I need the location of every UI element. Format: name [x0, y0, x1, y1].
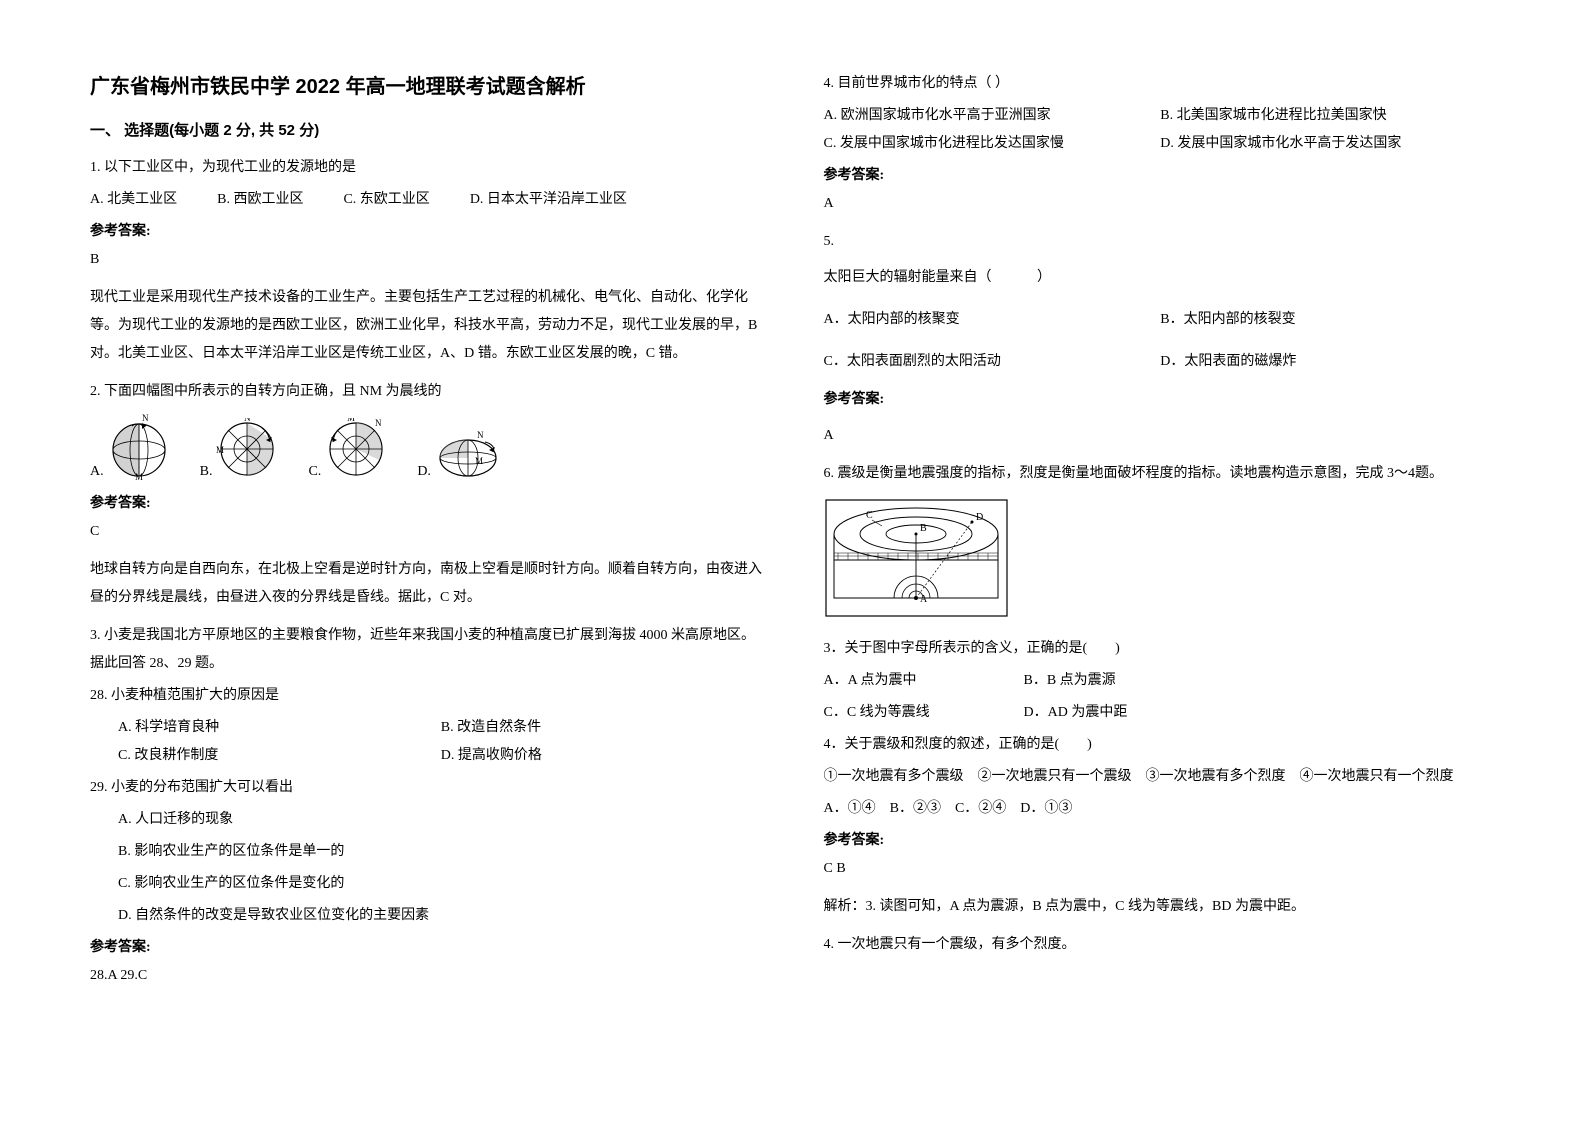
q4-opt-c: C. 发展中国家城市化进程比发达国家慢: [824, 130, 1161, 158]
q1-explanation: 现代工业是采用现代生产技术设备的工业生产。主要包括生产工艺过程的机械化、电气化、…: [90, 284, 764, 368]
q5-opt-a: A．太阳内部的核聚变: [824, 306, 1161, 334]
svg-text:M: M: [135, 472, 143, 480]
q6-sub3-opt-a: A．A 点为震中: [824, 667, 1024, 695]
q1-options: A. 北美工业区 B. 西欧工业区 C. 东欧工业区 D. 日本太平洋沿岸工业区: [90, 186, 764, 214]
q29-opt-a: A. 人口迁移的现象: [90, 806, 764, 834]
svg-text:A: A: [920, 594, 928, 605]
svg-text:M: M: [475, 456, 483, 466]
q28-opt-a: A. 科学培育良种: [118, 714, 441, 742]
q29-stem: 29. 小麦的分布范围扩大可以看出: [90, 774, 764, 802]
svg-text:N: N: [142, 414, 149, 423]
q4-opt-a: A. 欧洲国家城市化水平高于亚洲国家: [824, 102, 1161, 130]
svg-text:M: M: [216, 445, 224, 455]
svg-text:D: D: [976, 512, 983, 523]
q5-answer-letter: A: [824, 422, 1498, 450]
q6-sub3-row2: C．C 线为等震线 D．AD 为震中距: [824, 699, 1498, 727]
q1-opt-b: B. 西欧工业区: [217, 186, 303, 214]
q5-opt-b: B．太阳内部的核裂变: [1160, 306, 1497, 334]
globe-c-icon: M N: [325, 418, 387, 480]
q3-answer-label: 参考答案:: [90, 934, 764, 962]
q6-explanation1: 解析：3. 读图可知，A 点为震源，B 点为震中，C 线为等震线，BD 为震中距…: [824, 893, 1498, 921]
q2-explanation: 地球自转方向是自西向东，在北极上空看是逆时针方向，南极上空看是顺时针方向。顺着自…: [90, 556, 764, 612]
q2-label-a: A.: [90, 464, 104, 480]
q2-answer-label: 参考答案:: [90, 490, 764, 518]
q5-num: 5.: [824, 228, 1498, 256]
q2-answer-letter: C: [90, 518, 764, 546]
q6-sub3-opt-b: B．B 点为震源: [1024, 667, 1498, 695]
q5-opt-c: C．太阳表面剧烈的太阳活动: [824, 348, 1161, 376]
q6-intro: 6. 震级是衡量地震强度的指标，烈度是衡量地面破坏程度的指标。读地震构造示意图，…: [824, 460, 1498, 488]
page-title: 广东省梅州市铁民中学 2022 年高一地理联考试题含解析: [90, 70, 764, 99]
q1-answer-letter: B: [90, 246, 764, 274]
section-header: 一、 选择题(每小题 2 分, 共 52 分): [90, 119, 764, 140]
q6-answer-label: 参考答案:: [824, 827, 1498, 855]
q6-sub3-stem: 3．关于图中字母所表示的含义，正确的是( ): [824, 635, 1498, 663]
q6-sub4-opts: A．①④ B．②③ C．②④ D．①③: [824, 795, 1498, 823]
q1-opt-d: D. 日本太平洋沿岸工业区: [470, 186, 627, 214]
q2-diagram-c: C. M N: [308, 418, 387, 480]
q1-opt-a: A. 北美工业区: [90, 186, 177, 214]
q28-options: A. 科学培育良种 B. 改造自然条件 C. 改良耕作制度 D. 提高收购价格: [90, 714, 764, 770]
q2-label-b: B.: [200, 464, 213, 480]
q4-answer-letter: A: [824, 190, 1498, 218]
svg-text:C: C: [866, 510, 873, 521]
q28-opt-d: D. 提高收购价格: [441, 742, 764, 770]
q4-options: A. 欧洲国家城市化水平高于亚洲国家 B. 北美国家城市化进程比拉美国家快 C.…: [824, 102, 1498, 158]
q2-label-c: C.: [308, 464, 321, 480]
q5-options-row1: A．太阳内部的核聚变 B．太阳内部的核裂变: [824, 306, 1498, 334]
q29-opt-b: B. 影响农业生产的区位条件是单一的: [90, 838, 764, 866]
q29-opt-c: C. 影响农业生产的区位条件是变化的: [90, 870, 764, 898]
globe-d-icon: N M: [435, 430, 501, 480]
q2-diagram-b: B. N M: [200, 418, 279, 480]
q1-opt-c: C. 东欧工业区: [343, 186, 429, 214]
q6-sub3-opt-c: C．C 线为等震线: [824, 699, 1024, 727]
q5-options-row2: C．太阳表面剧烈的太阳活动 D．太阳表面的磁爆炸: [824, 348, 1498, 376]
q5-stem: 太阳巨大的辐射能量来自（ ）: [824, 264, 1498, 292]
q2-diagram-d: D. N M: [417, 430, 501, 480]
q6-sub4-line: ①一次地震有多个震级 ②一次地震只有一个震级 ③一次地震有多个烈度 ④一次地震只…: [824, 763, 1498, 791]
q4-opt-d: D. 发展中国家城市化水平高于发达国家: [1160, 130, 1497, 158]
globe-b-icon: N M: [216, 418, 278, 480]
q3-intro: 3. 小麦是我国北方平原地区的主要粮食作物，近些年来我国小麦的种植高度已扩展到海…: [90, 622, 764, 678]
q5-answer-label: 参考答案:: [824, 386, 1498, 414]
q6-explanation2: 4. 一次地震只有一个震级，有多个烈度。: [824, 931, 1498, 959]
q4-stem: 4. 目前世界城市化的特点（ ）: [824, 70, 1498, 98]
earthquake-diagram-icon: A B C D: [824, 498, 1009, 618]
q4-answer-label: 参考答案:: [824, 162, 1498, 190]
q3-answer: 28.A 29.C: [90, 962, 764, 990]
q29-opt-d: D. 自然条件的改变是导致农业区位变化的主要因素: [90, 902, 764, 930]
q5-opt-d: D．太阳表面的磁爆炸: [1160, 348, 1497, 376]
right-column: 4. 目前世界城市化的特点（ ） A. 欧洲国家城市化水平高于亚洲国家 B. 北…: [824, 70, 1498, 1000]
q1-answer-label: 参考答案:: [90, 218, 764, 246]
q28-stem: 28. 小麦种植范围扩大的原因是: [90, 682, 764, 710]
q28-opt-b: B. 改造自然条件: [441, 714, 764, 742]
svg-text:B: B: [920, 523, 927, 534]
q4-opt-b: B. 北美国家城市化进程比拉美国家快: [1160, 102, 1497, 130]
svg-text:M: M: [347, 418, 355, 423]
page-root: 广东省梅州市铁民中学 2022 年高一地理联考试题含解析 一、 选择题(每小题 …: [0, 0, 1587, 1040]
svg-text:N: N: [477, 430, 484, 440]
left-column: 广东省梅州市铁民中学 2022 年高一地理联考试题含解析 一、 选择题(每小题 …: [90, 70, 764, 1000]
q2-stem: 2. 下面四幅图中所表示的自转方向正确，且 NM 为晨线的: [90, 378, 764, 406]
q2-diagram-a: A. N M: [90, 414, 170, 480]
svg-text:N: N: [244, 418, 251, 423]
q6-sub3-opt-d: D．AD 为震中距: [1024, 699, 1498, 727]
q2-diagrams: A. N M B.: [90, 414, 764, 480]
q6-sub4-stem: 4．关于震级和烈度的叙述，正确的是( ): [824, 731, 1498, 759]
q1-stem: 1. 以下工业区中，为现代工业的发源地的是: [90, 154, 764, 182]
q2-label-d: D.: [417, 464, 431, 480]
q6-sub3-row1: A．A 点为震中 B．B 点为震源: [824, 667, 1498, 695]
globe-a-icon: N M: [108, 414, 170, 480]
q28-opt-c: C. 改良耕作制度: [118, 742, 441, 770]
q6-diagram: A B C D: [824, 498, 1498, 623]
q6-answer-letters: C B: [824, 855, 1498, 883]
svg-text:N: N: [375, 418, 382, 428]
